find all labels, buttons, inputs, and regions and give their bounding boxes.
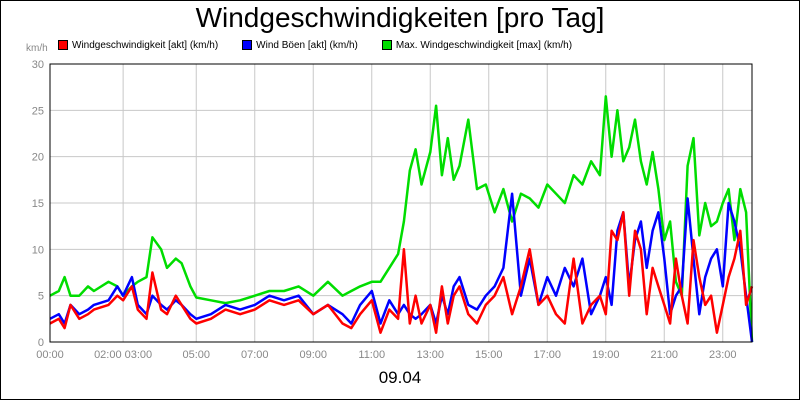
- legend-item-akt: Windgeschwindigkeit [akt] (km/h): [58, 40, 218, 51]
- y-axis-unit: km/h: [26, 43, 48, 54]
- legend-swatch-boeen: [242, 40, 253, 50]
- y-tick-label: 5: [38, 291, 44, 303]
- legend-swatch-max: [381, 40, 392, 50]
- x-tick-label: 05:00: [182, 349, 210, 361]
- x-tick-label: 13:00: [416, 349, 444, 361]
- y-tick-label: 30: [32, 59, 44, 71]
- legend-item-max: Max. Windgeschwindigkeit [max] (km/h): [381, 39, 573, 51]
- series-line-2: [49, 211, 754, 334]
- y-tick-label: 20: [32, 152, 44, 164]
- legend-label-max: Max. Windgeschwindigkeit [max] (km/h): [395, 39, 573, 51]
- legend-item-boeen: Wind Böen [akt] (km/h): [242, 40, 358, 51]
- legend-swatch-akt: [58, 40, 68, 50]
- y-tick-label: 0: [38, 337, 44, 349]
- legend: Windgeschwindigkeit [akt] (km/h) Wind Bö…: [58, 38, 596, 52]
- series-line-1: [49, 192, 754, 343]
- y-tick-label: 15: [32, 198, 44, 210]
- y-tick-label: 25: [32, 105, 44, 117]
- chart-title: Windgeschwindigkeiten [pro Tag]: [195, 2, 605, 33]
- x-tick-label: 19:00: [592, 349, 620, 361]
- x-tick-label: 17:00: [533, 349, 561, 361]
- x-tick-label: 21:00: [650, 349, 678, 361]
- x-tick-label: 23:00: [709, 349, 737, 361]
- x-tick-label: 07:00: [241, 349, 269, 361]
- x-tick-label: 00:00: [36, 349, 64, 361]
- x-tick-label: 02:00 03:00: [94, 349, 152, 361]
- series-line-0: [49, 95, 754, 343]
- date-label: 09.04: [378, 368, 422, 387]
- plot-border-top: [49, 63, 753, 343]
- y-tick-label: 10: [32, 244, 44, 256]
- legend-label-akt: Windgeschwindigkeit [akt] (km/h): [72, 39, 219, 51]
- legend-label-boeen: Wind Böen [akt] (km/h): [256, 39, 358, 51]
- x-tick-label: 15:00: [475, 349, 503, 361]
- x-tick-label: 09:00: [299, 349, 327, 361]
- x-tick-label: 11:00: [358, 349, 385, 361]
